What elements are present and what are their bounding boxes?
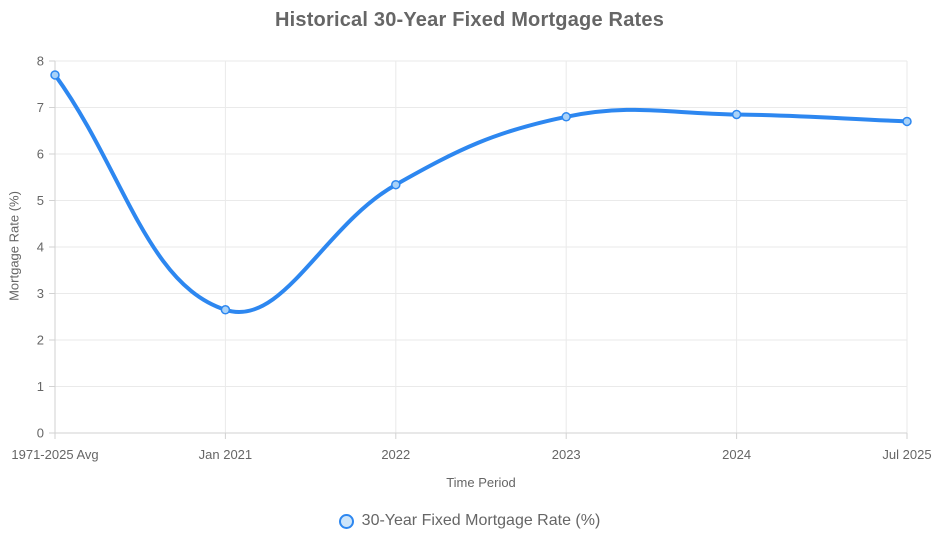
y-tick-label: 6 [37,147,44,162]
data-point[interactable] [731,109,742,120]
legend-label: 30-Year Fixed Mortgage Rate (%) [361,512,601,529]
legend-item[interactable]: 30-Year Fixed Mortgage Rate (%) [0,512,939,530]
y-tick-label: 3 [37,286,44,301]
y-tick-label: 2 [37,333,44,348]
x-tick-label: 2024 [722,447,751,462]
x-tick-label: 1971-2025 Avg [11,447,98,462]
y-tick-label: 8 [37,54,44,69]
y-tick-label: 4 [37,240,44,255]
data-point[interactable] [50,70,60,80]
y-tick-label: 1 [37,379,44,394]
rate-line-series [53,72,909,314]
data-point[interactable] [561,112,571,122]
x-tick-label: Jul 2025 [882,447,931,462]
y-tick-label: 0 [37,426,44,441]
legend-point-icon [338,513,354,529]
chart-title: Historical 30-Year Fixed Mortgage Rates [274,9,665,31]
x-tick-label: 2023 [552,447,581,462]
y-tick-label: 7 [37,100,44,115]
x-tick-label: Jan 2021 [199,447,253,462]
y-tick-label: 5 [37,193,44,208]
data-point[interactable] [391,179,401,190]
x-axis-title: Time Period [446,475,516,490]
data-point[interactable] [220,305,231,315]
data-point[interactable] [902,116,912,127]
x-tick-label: 2022 [381,447,410,462]
